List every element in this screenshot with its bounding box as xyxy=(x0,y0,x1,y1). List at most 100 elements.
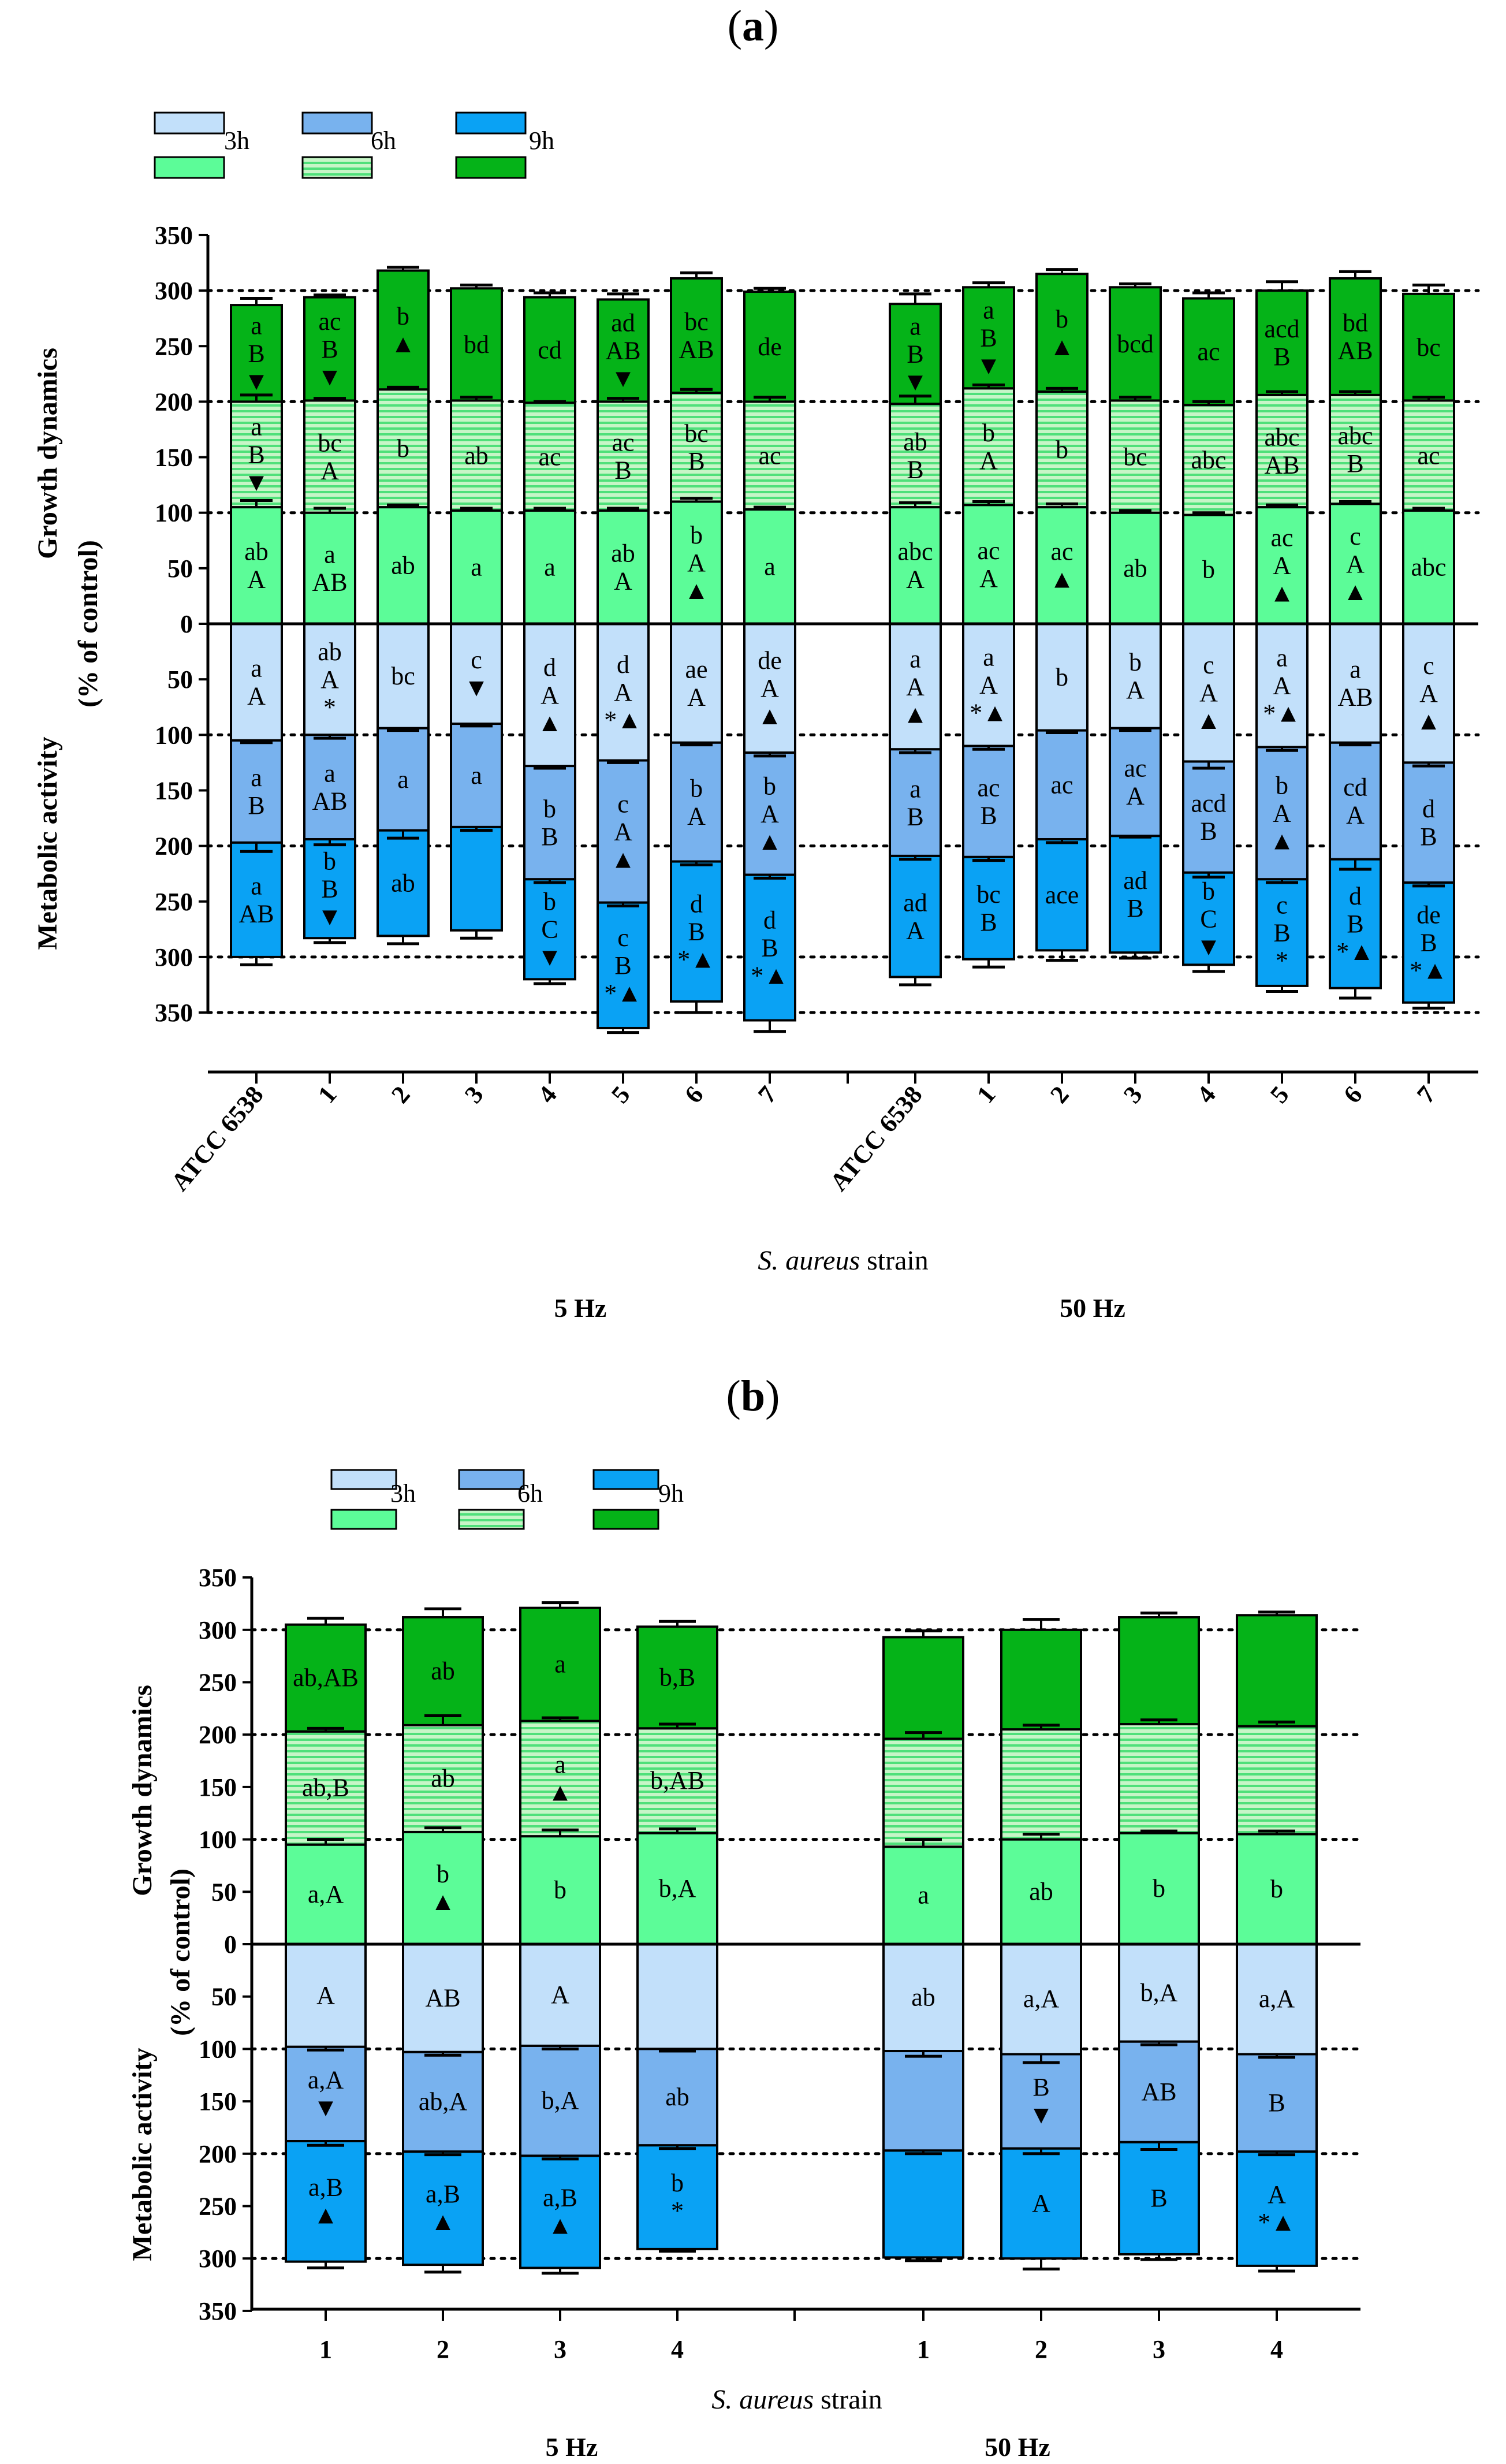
x-tick-label: 2 xyxy=(1045,1081,1075,1108)
bar-annotation: *▲ xyxy=(1336,937,1374,966)
x-tick-label: 2 xyxy=(386,1081,416,1108)
y-tick-label: 150 xyxy=(199,1773,237,1802)
bar-annotation: ab xyxy=(431,1657,455,1685)
bar-annotation: de xyxy=(758,333,782,361)
bar-annotation: ▼ xyxy=(537,943,562,972)
bar-annotation: A xyxy=(247,682,266,710)
bar-ma3 xyxy=(1255,623,1309,749)
bar-annotation: A xyxy=(687,802,706,830)
x-tick-label: 3 xyxy=(1118,1081,1148,1108)
bar-annotation: ▲ xyxy=(1416,707,1441,735)
bar-annotation: c xyxy=(1423,652,1434,680)
bar-annotation: a,A xyxy=(1023,1985,1060,2013)
bar-ma3 xyxy=(285,1943,367,2048)
y-tick-label: 250 xyxy=(199,2193,237,2221)
bar-annotation: A xyxy=(761,800,779,828)
bar-annotation: b xyxy=(1270,1875,1283,1903)
panel-a-group-50hz: 50 Hz xyxy=(1060,1293,1125,1323)
bar-annotation: ab xyxy=(431,1764,455,1792)
bar-annotation: bd xyxy=(464,330,489,359)
x-tick-label: 2 xyxy=(437,2335,449,2363)
bar-annotation: A xyxy=(979,564,998,593)
x-tick-label: 1 xyxy=(312,1081,342,1108)
bar-annotation: b xyxy=(1153,1874,1165,1903)
bar-annotation: A xyxy=(1032,2189,1050,2217)
bar-annotation: a xyxy=(918,1881,929,1910)
panel-a-title: (a) xyxy=(728,2,779,50)
bar-annotation: B xyxy=(761,933,778,962)
bar-annotation: a xyxy=(554,1650,566,1678)
bar-gd3 xyxy=(743,508,796,626)
bar-annotation: b xyxy=(1276,772,1288,800)
bar-gd6 xyxy=(597,400,650,512)
bar-annotation: * xyxy=(671,2197,684,2225)
bar-annotation: ac xyxy=(977,773,1000,802)
bar-ma9 xyxy=(743,873,796,1022)
x-tick-label: 3 xyxy=(554,2335,566,2363)
bar-annotation: ▼ xyxy=(610,364,636,393)
bar-ma3 xyxy=(402,1943,484,2053)
bar-gd6 xyxy=(1182,404,1235,516)
bar-annotation: B xyxy=(1150,2184,1167,2212)
bar-ma9 xyxy=(1329,858,1382,989)
bar-annotation: b xyxy=(1202,555,1215,583)
bar-annotation: d xyxy=(543,653,556,682)
bar-gd9 xyxy=(402,1616,484,1726)
bar-annotation: AB xyxy=(1337,337,1373,365)
bar-annotation: b xyxy=(397,434,409,463)
bar-ma3 xyxy=(1000,1943,1082,2056)
bar-annotation: b xyxy=(437,1860,449,1888)
x-tick-label: 6 xyxy=(1338,1081,1368,1108)
panel-b-group-50hz: 50 Hz xyxy=(985,2432,1050,2462)
bar-annotation: b xyxy=(671,2169,684,2197)
bar-annotation: b xyxy=(1056,305,1068,333)
bar-annotation: A xyxy=(614,817,632,846)
bar-annotation: abc xyxy=(1411,553,1446,582)
bar-ma9 xyxy=(450,825,503,932)
bar-annotation: A xyxy=(1126,676,1145,704)
bar-ma3 xyxy=(1182,623,1235,763)
bar-annotation: ac xyxy=(538,442,561,471)
bar-annotation: B xyxy=(1268,2089,1285,2117)
bar-ma9 xyxy=(377,829,430,937)
bar-ma9 xyxy=(1035,838,1089,952)
bar-annotation: a xyxy=(251,764,262,792)
bar-annotation: a xyxy=(1350,656,1361,684)
bar-annotation: a xyxy=(324,541,336,569)
bar-gd6 xyxy=(1236,1725,1318,1836)
bar-annotation: bc xyxy=(1416,333,1441,362)
bar-gd3 xyxy=(882,1845,964,1946)
bar-annotation: ▼ xyxy=(464,673,489,702)
bar-annotation: ae xyxy=(685,656,707,684)
bar-annotation: ▼ xyxy=(317,363,342,391)
panel-b-legend: 3h 6h 9h xyxy=(330,1469,684,1530)
bar-gd6 xyxy=(402,1724,484,1833)
legend-label-9h: 9h xyxy=(529,126,554,155)
panel-a-legend: 3h 6h 9h xyxy=(154,111,554,179)
bar-annotation: ▲ xyxy=(757,702,782,730)
bar-annotation: a,B xyxy=(426,2180,460,2208)
bar-annotation: B xyxy=(980,324,997,352)
y-tick-label: 350 xyxy=(199,2297,237,2325)
bar-gd9 xyxy=(1329,277,1382,396)
bar-annotation: *▲ xyxy=(970,698,1008,727)
bar-ma3 xyxy=(636,1943,718,2050)
bar-annotation: A xyxy=(614,678,632,706)
bar-annotation: a xyxy=(471,553,482,582)
bar-annotation: B xyxy=(907,455,923,483)
bar-annotation: b xyxy=(543,795,556,823)
legend-swatch-ma3 xyxy=(330,1469,397,1490)
bar-annotation: bcd xyxy=(1117,330,1154,358)
bar-annotation: ▲ xyxy=(547,2211,573,2239)
bar-ma9 xyxy=(1000,2147,1082,2260)
bar-annotation: b xyxy=(982,419,995,447)
bar-annotation: ab,AB xyxy=(293,1663,359,1692)
y-tick-label: 100 xyxy=(199,2035,237,2063)
panel-a-group-5hz: 5 Hz xyxy=(554,1293,607,1323)
bar-annotation: B xyxy=(1420,822,1437,851)
panel-b-plot: a,Aab,Bab,ABAa,A▼a,B▲b▲ababABab,Aa,B▲ba▲… xyxy=(199,1564,1362,2363)
bar-annotation: B xyxy=(688,447,704,475)
bar-annotation: B xyxy=(1347,449,1363,478)
bar-annotation: B xyxy=(1420,929,1437,957)
bar-annotation: A xyxy=(1273,552,1291,580)
